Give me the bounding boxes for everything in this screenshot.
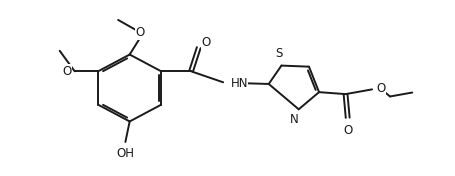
- Text: O: O: [342, 124, 352, 137]
- Text: O: O: [375, 83, 385, 96]
- Text: HN: HN: [230, 77, 248, 90]
- Text: O: O: [136, 26, 145, 39]
- Text: O: O: [201, 36, 210, 49]
- Text: N: N: [289, 113, 298, 126]
- Text: O: O: [62, 65, 71, 78]
- Text: OH: OH: [116, 147, 134, 160]
- Text: S: S: [275, 47, 283, 60]
